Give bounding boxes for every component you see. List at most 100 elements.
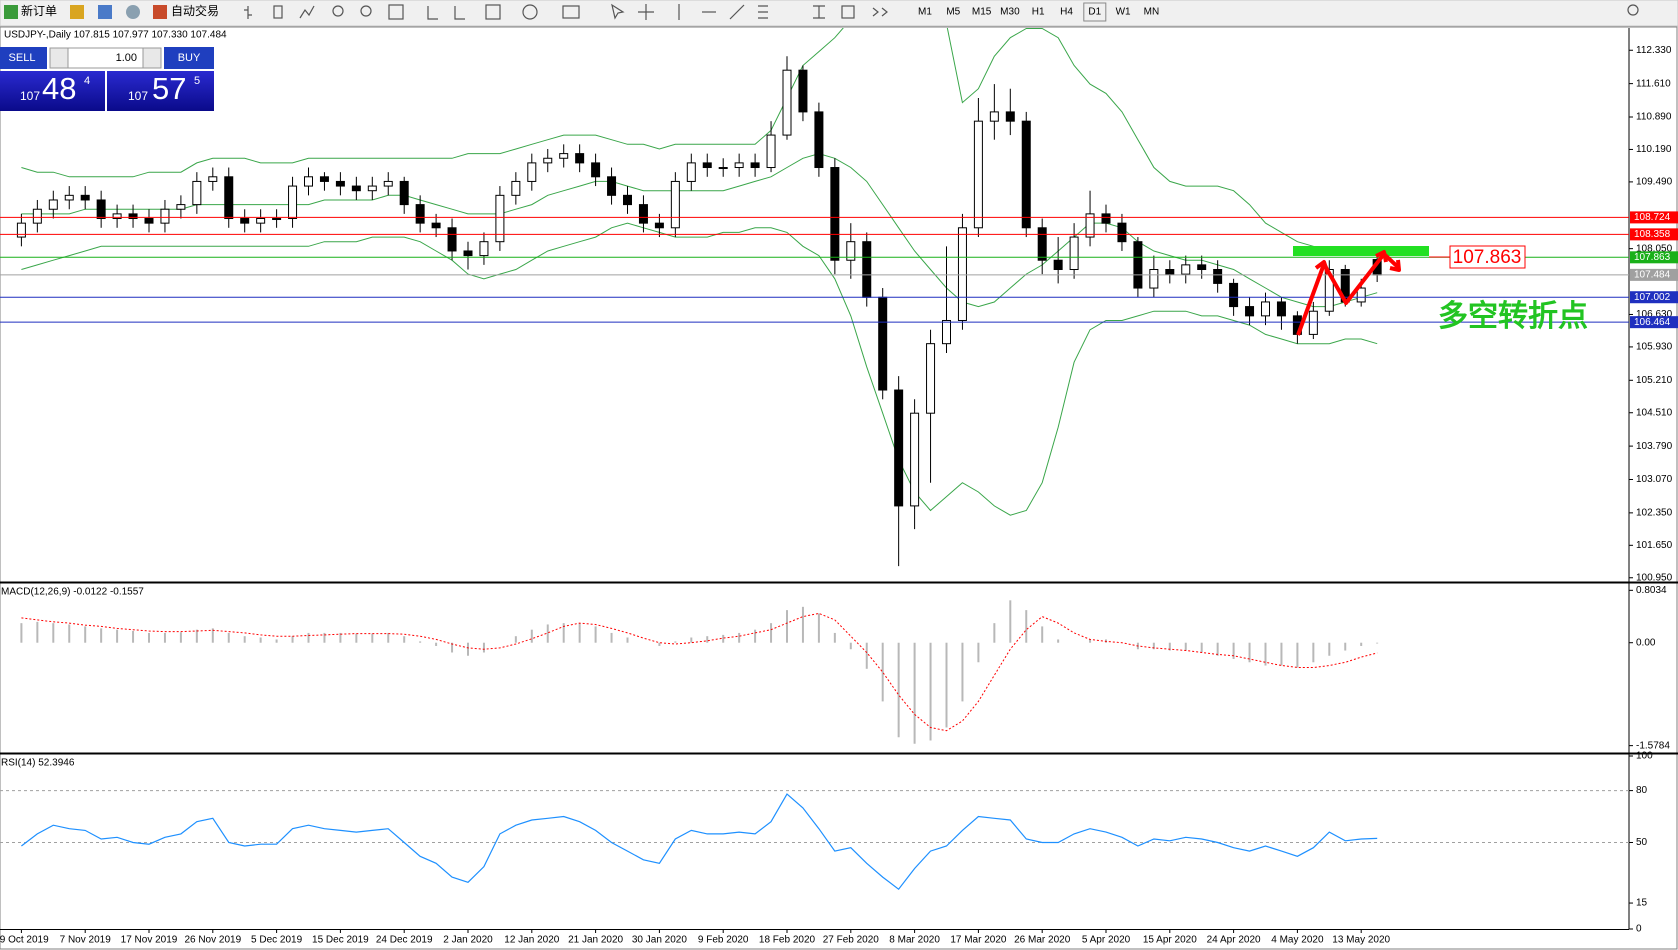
toolbar-icon[interactable] — [98, 5, 112, 19]
timeframe-button[interactable]: M1 — [918, 7, 932, 18]
tool-arrows[interactable] — [872, 7, 888, 17]
candle-body — [1229, 282, 1239, 308]
tool-periods[interactable] — [522, 4, 538, 20]
x-tick-label: 26 Mar 2020 — [1014, 935, 1071, 946]
candle-body — [1213, 269, 1223, 284]
candle-body — [128, 213, 138, 220]
toolbar-icon[interactable] — [70, 5, 84, 19]
timeframe-active — [1083, 2, 1107, 22]
x-tick-label: 4 May 2020 — [1271, 935, 1324, 946]
candle-body — [447, 227, 457, 252]
level-highlight-bar — [1293, 246, 1429, 256]
x-tick-label: 13 May 2020 — [1332, 935, 1390, 946]
candle-body — [654, 222, 664, 229]
toolbar-tools[interactable] — [244, 3, 1639, 20]
timeframe-button[interactable]: H4 — [1060, 7, 1073, 18]
candle-body — [367, 185, 377, 192]
tool-shift[interactable] — [454, 6, 465, 20]
candle-body — [160, 208, 170, 224]
tool-candles[interactable] — [273, 5, 283, 19]
candle-body — [415, 204, 425, 224]
sell-button[interactable] — [0, 47, 47, 69]
timeframe-button[interactable]: M5 — [946, 7, 960, 18]
sell-price-big[interactable]: 107 — [20, 89, 40, 103]
new-order-icon[interactable] — [4, 5, 18, 19]
lot-up[interactable] — [142, 47, 162, 69]
tool-line-chart[interactable] — [299, 5, 315, 19]
candle-body — [1181, 264, 1191, 275]
pane-title: USDJPY-,Daily 107.815 107.977 107.330 10… — [4, 30, 227, 41]
lot-value[interactable]: 1.00 — [116, 52, 137, 64]
candle-body — [830, 167, 840, 261]
sell-label[interactable]: SELL — [9, 52, 36, 64]
x-tick-label: 8 Mar 2020 — [889, 935, 940, 946]
x-tick-label: 7 Nov 2019 — [60, 935, 112, 946]
lot-down[interactable] — [49, 47, 69, 69]
candle-body — [80, 194, 90, 201]
candle-body — [702, 162, 712, 169]
tool-tile[interactable] — [388, 4, 404, 20]
y-tick-label: 105.930 — [1636, 342, 1673, 353]
candle-body — [511, 180, 521, 196]
x-tick-label: 21 Jan 2020 — [568, 935, 623, 946]
candle-body — [32, 208, 42, 224]
candle-body — [176, 204, 186, 210]
candle-body — [112, 213, 122, 220]
candle-body — [319, 176, 329, 182]
tool-text[interactable] — [813, 5, 825, 19]
timeframe-button[interactable]: M15 — [972, 7, 992, 18]
buy-label[interactable]: BUY — [178, 52, 201, 64]
pane-macd — [20, 600, 1379, 744]
timeframe-button[interactable]: M30 — [1000, 7, 1020, 18]
tool-zoom-in[interactable] — [332, 5, 344, 17]
timeframe-button[interactable]: D1 — [1088, 7, 1101, 18]
x-tick-label: 15 Apr 2020 — [1143, 935, 1197, 946]
candle-body — [96, 199, 106, 220]
x-tick-label: 24 Apr 2020 — [1207, 935, 1261, 946]
candle-body — [1197, 264, 1207, 271]
tool-cursor[interactable] — [611, 3, 625, 20]
sell-price-box[interactable] — [0, 71, 105, 111]
candle-body — [686, 162, 696, 182]
tool-trendline[interactable] — [729, 4, 745, 20]
tool-templates[interactable] — [562, 5, 580, 19]
timeframe-button[interactable]: W1 — [1116, 7, 1131, 18]
timeframe-button[interactable]: MN — [1144, 7, 1160, 18]
tool-zoom-out[interactable] — [360, 5, 372, 17]
x-tick-label: 18 Feb 2020 — [759, 935, 816, 946]
bollinger-band — [21, 153, 1378, 308]
timeframe-button[interactable]: H1 — [1032, 7, 1045, 18]
price-level-tag — [1630, 316, 1678, 329]
tool-autoscroll[interactable] — [427, 6, 438, 20]
tool-channel[interactable] — [758, 5, 768, 19]
search-icon[interactable] — [1627, 4, 1639, 16]
buy-button[interactable] — [164, 47, 214, 69]
y-tick-label: 0 — [1636, 924, 1642, 935]
buy-price-box[interactable] — [107, 71, 214, 111]
candle-body — [862, 241, 872, 298]
price-level-tag — [1630, 291, 1678, 304]
auto-trading-button[interactable]: 自动交易 — [171, 3, 219, 18]
arrow-head — [1389, 259, 1401, 272]
tool-indicators[interactable] — [485, 4, 501, 20]
tool-label[interactable] — [841, 5, 855, 19]
tool-crosshair[interactable] — [638, 4, 654, 20]
y-tick-label: 101.650 — [1636, 540, 1673, 551]
pane-title: MACD(12,26,9) -0.0122 -0.1557 — [1, 587, 144, 598]
sell-price-main[interactable]: 48 — [42, 71, 76, 106]
y-tick-label: 100.950 — [1636, 572, 1673, 583]
new-order-button[interactable]: 新订单 — [21, 3, 57, 18]
candle-body — [734, 162, 744, 169]
tool-bar-chart[interactable] — [244, 6, 252, 19]
candle-body — [543, 157, 553, 164]
buy-price-small[interactable]: 5 — [194, 75, 200, 87]
chart-frame — [0, 26, 1678, 950]
toolbar-icon[interactable] — [126, 5, 140, 19]
auto-trading-icon[interactable] — [153, 5, 167, 19]
buy-price-main[interactable]: 57 — [152, 71, 186, 106]
candle-body — [144, 218, 154, 224]
candle-body — [463, 250, 473, 257]
sell-price-small[interactable]: 4 — [84, 75, 90, 87]
buy-price-big[interactable]: 107 — [128, 89, 148, 103]
price-level-label: 107.002 — [1634, 292, 1671, 303]
